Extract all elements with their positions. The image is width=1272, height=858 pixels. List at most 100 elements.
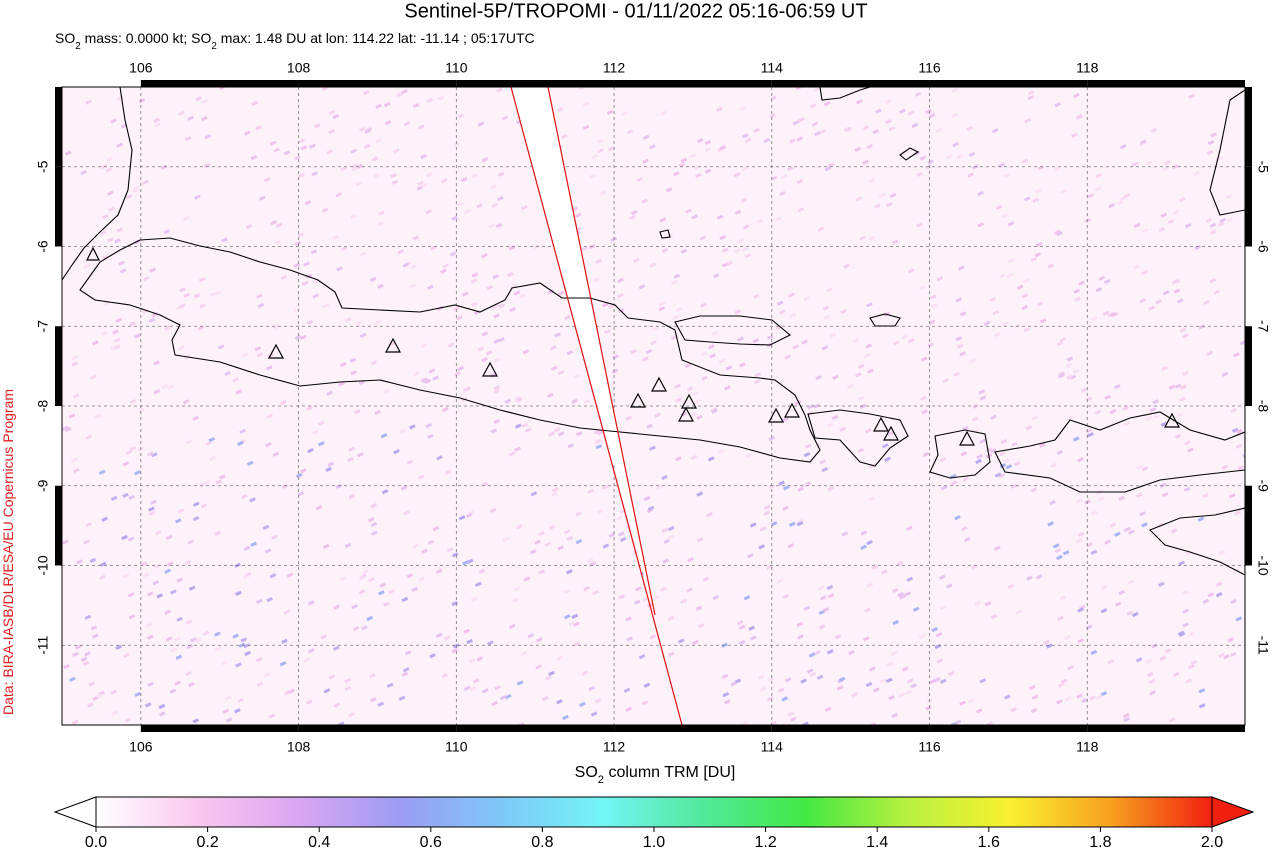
noise-pixel bbox=[177, 508, 185, 514]
noise-pixel bbox=[690, 412, 698, 418]
noise-pixel bbox=[821, 466, 829, 473]
noise-pixel bbox=[478, 568, 486, 575]
volcano bbox=[680, 393, 698, 409]
noise-pixel bbox=[352, 625, 360, 632]
noise-pixel bbox=[508, 451, 516, 457]
grid bbox=[62, 87, 1245, 725]
noise-pixel bbox=[606, 109, 614, 115]
noise-pixel bbox=[1094, 409, 1102, 415]
noise-pixel bbox=[593, 276, 600, 283]
noise-pixel bbox=[1235, 443, 1243, 450]
noise-pixel bbox=[897, 591, 905, 598]
noise-pixel bbox=[1034, 188, 1042, 194]
noise-pixel bbox=[202, 630, 210, 636]
noise-pixel bbox=[1030, 487, 1038, 493]
noise-pixel bbox=[1178, 560, 1186, 566]
noise-pixel bbox=[1094, 186, 1102, 192]
noise-pixel bbox=[901, 334, 909, 340]
volcano bbox=[767, 407, 785, 423]
noise-pixel bbox=[122, 461, 130, 467]
noise-pixel bbox=[696, 137, 704, 144]
noise-pixel bbox=[118, 260, 125, 266]
text-part: column TRM [DU] bbox=[604, 764, 735, 781]
noise-pixel bbox=[150, 452, 158, 458]
noise-pixel bbox=[1190, 659, 1198, 666]
noise-pixel bbox=[889, 192, 897, 199]
noise-pixel bbox=[344, 542, 352, 549]
noise-pixel bbox=[769, 113, 776, 119]
frame-bar bbox=[456, 725, 615, 732]
coast-java-north bbox=[139, 237, 676, 331]
noise-pixel bbox=[143, 276, 150, 282]
noise-pixel bbox=[442, 263, 450, 269]
noise-pixel bbox=[89, 557, 97, 564]
colorbar-tick-label: 1.0 bbox=[643, 834, 665, 851]
noise-pixel bbox=[325, 466, 333, 473]
noise-pixel bbox=[83, 263, 91, 269]
noise-pixel bbox=[899, 108, 906, 114]
noise-pixel bbox=[201, 99, 208, 105]
noise-pixel bbox=[84, 651, 91, 657]
noise-pixel bbox=[891, 712, 899, 719]
volcano bbox=[882, 425, 900, 441]
noise-pixel bbox=[827, 485, 835, 492]
noise-pixel bbox=[1184, 440, 1191, 446]
frame-bar bbox=[140, 725, 299, 732]
noise-pixel bbox=[878, 192, 886, 198]
noise-pixel bbox=[307, 648, 315, 654]
noise-pixel bbox=[1005, 464, 1013, 470]
noise-pixel bbox=[756, 218, 763, 224]
noise-pixel bbox=[418, 576, 426, 582]
noise-pixel bbox=[107, 237, 114, 243]
noise-pixel bbox=[548, 670, 555, 677]
noise-pixel bbox=[90, 625, 98, 631]
noise-pixel bbox=[938, 574, 946, 580]
noise-pixel bbox=[757, 674, 765, 680]
noise-pixel bbox=[218, 87, 226, 91]
noise-pixel bbox=[685, 208, 693, 214]
frame-bar bbox=[771, 725, 930, 732]
noise-pixel bbox=[1087, 192, 1095, 199]
noise-pixel bbox=[1122, 405, 1130, 411]
noise-pixel bbox=[1172, 671, 1180, 678]
noise-pixel bbox=[784, 354, 791, 360]
noise-pixel bbox=[575, 431, 583, 437]
x-tick-label: 114 bbox=[761, 60, 784, 76]
noise-pixel bbox=[214, 530, 222, 537]
noise-pixel bbox=[680, 598, 688, 604]
noise-pixel bbox=[421, 548, 428, 554]
noise-pixel bbox=[1194, 244, 1202, 251]
noise-pixel bbox=[966, 125, 974, 132]
noise-pixel bbox=[322, 303, 330, 309]
noise-pixel bbox=[163, 229, 171, 235]
coast-sulawesi bbox=[1209, 89, 1245, 216]
noise-pixel bbox=[1221, 464, 1229, 470]
noise-pixel bbox=[546, 392, 554, 398]
noise-pixel bbox=[119, 268, 127, 274]
noise-pixel bbox=[1150, 127, 1158, 133]
noise-pixel bbox=[437, 95, 445, 101]
noise-pixel bbox=[808, 652, 816, 658]
noise-pixel bbox=[92, 340, 99, 346]
noise-pixel bbox=[563, 529, 571, 535]
noise-pixel bbox=[1030, 707, 1038, 714]
noise-pixel bbox=[680, 248, 688, 254]
noise-pixel bbox=[370, 503, 377, 509]
noise-pixel bbox=[1202, 598, 1210, 605]
swath-edge bbox=[510, 87, 683, 725]
coast-islet bbox=[659, 229, 671, 239]
noise-pixel bbox=[1001, 321, 1009, 327]
frame-bar bbox=[771, 80, 930, 87]
noise-pixel bbox=[814, 131, 821, 137]
noise-pixel bbox=[926, 698, 934, 704]
noise-pixel bbox=[1028, 684, 1036, 691]
noise-pixel bbox=[520, 650, 528, 657]
x-tick-label: 116 bbox=[918, 739, 941, 755]
noise-pixel bbox=[1209, 229, 1217, 235]
noise-pixel bbox=[421, 182, 428, 189]
noise-pixel bbox=[700, 351, 708, 357]
noise-pixel bbox=[621, 110, 629, 117]
noise-pixel bbox=[170, 647, 178, 653]
noise-pixel bbox=[591, 154, 599, 160]
noise-pixel bbox=[398, 695, 406, 701]
